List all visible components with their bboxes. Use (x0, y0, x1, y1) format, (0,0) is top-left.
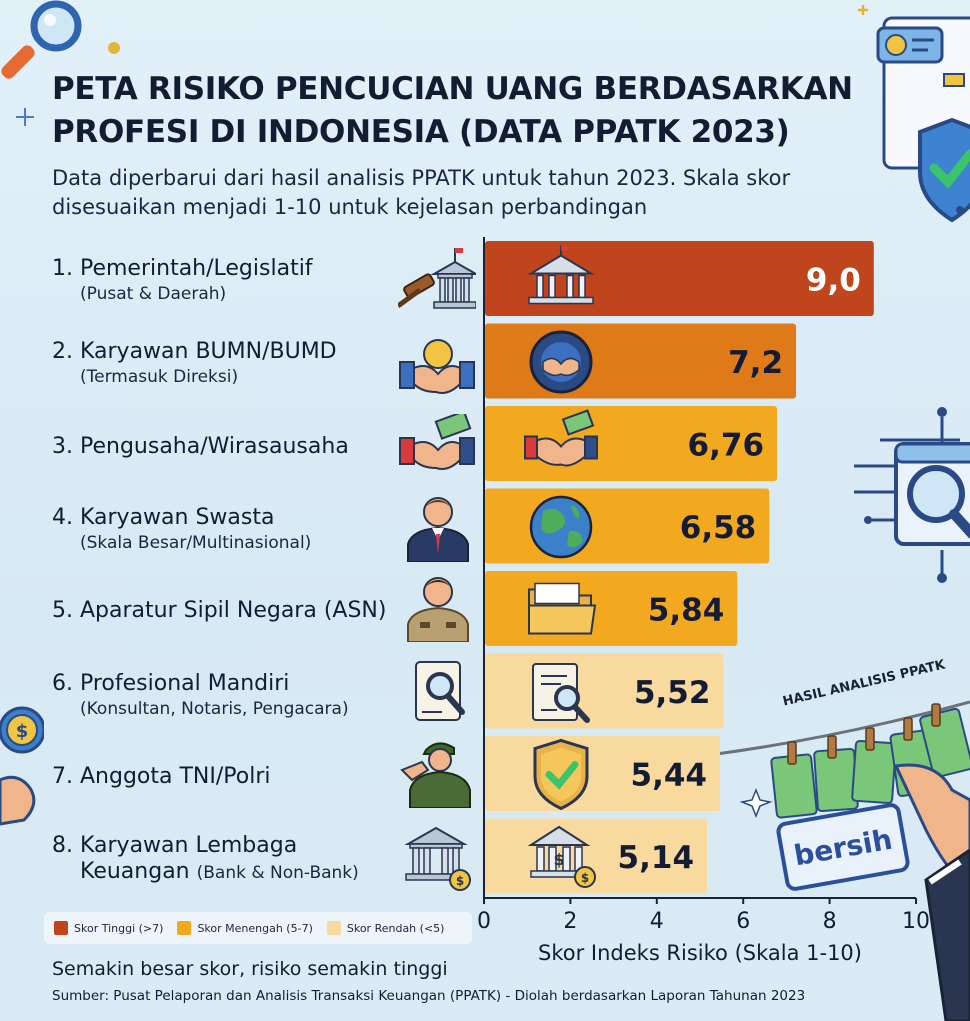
bar-value-label-5: 5,84 (648, 593, 725, 629)
title-line-1: PETA RISIKO PENCUCIAN UANG BERDASARKAN (52, 71, 853, 107)
bar-value-label-4: 6,58 (680, 510, 757, 546)
handshake-money-icon-in-bar-3 (524, 409, 598, 467)
circuit-magnifier-icon (854, 407, 970, 583)
category-label-8-line2: Keuangan (80, 859, 190, 884)
handshake-gear-icon (399, 339, 475, 394)
category-label-2: 2. Karyawan BUMN/BUMD (Termasuk Direksi) (52, 339, 337, 387)
x-tick-label-2: 2 (563, 909, 577, 934)
x-tick-label-4: 4 (650, 909, 664, 934)
category-label-5: 5. Aparatur Sipil Negara (ASN) (52, 598, 387, 623)
category-label-6: 6. Profesional Mandiri (Konsultan, Notar… (52, 671, 349, 719)
category-label-3: 3. Pengusaha/Wirasausaha (52, 434, 349, 459)
x-tick-label-0: 0 (477, 909, 491, 934)
legend-item-low: Skor Rendah (<5) (326, 921, 445, 935)
shield-document-icon (858, 5, 970, 223)
x-tick-label-8: 8 (823, 909, 837, 934)
category-label-8: 8. Karyawan Lembaga Keuangan (Bank & Non… (52, 833, 359, 884)
magnifier-icon (1, 0, 82, 79)
footnote: Semakin besar skor, risiko semakin tingg… (52, 958, 448, 980)
category-label-7: 7. Anggota TNI/Polri (52, 764, 271, 789)
chart-title: PETA RISIKO PENCUCIAN UANG BERDASARKAN P… (52, 68, 932, 154)
document-magnifier-icon-in-bar-6 (532, 663, 590, 723)
legend-label-low: Skor Rendah (<5) (346, 921, 445, 935)
bank-coin-icon: $ (404, 826, 471, 891)
civil-servant-icon (407, 577, 469, 642)
shield-check-icon-in-bar-7 (533, 738, 589, 811)
bar-value-label-7: 5,44 (631, 758, 708, 794)
soldier-salute-icon (400, 742, 471, 808)
gavel-government-building-icon (398, 248, 476, 309)
svg-text:$: $ (456, 874, 464, 888)
dot-icon (108, 42, 120, 54)
category-label-1: 1. Pemerintah/Legislatif (Pusat & Daerah… (52, 256, 313, 304)
folder-icon-in-bar-5 (528, 582, 597, 635)
source-note: Sumber: Pusat Pelaporan dan Analisis Tra… (52, 988, 806, 1004)
government-building-icon-in-bar-1 (527, 245, 595, 305)
bar-value-label-2: 7,2 (728, 345, 783, 381)
legend-label-medium: Skor Menengah (5-7) (197, 921, 313, 935)
coin-hand-icon: $ (0, 706, 44, 826)
bar-value-label-6: 5,52 (634, 675, 711, 711)
legend-swatch-low (326, 921, 341, 935)
bar-value-label-3: 6,76 (688, 428, 765, 464)
sparkle-icon (16, 108, 34, 126)
bar-value-label-1: 9,0 (806, 263, 861, 299)
money-laundering-clothesline-illustration (716, 700, 970, 1021)
globe-icon-in-bar-4 (529, 495, 593, 559)
legend-swatch-medium (177, 921, 192, 935)
legend-label-high: Skor Tinggi (>7) (74, 921, 164, 935)
svg-text:$: $ (581, 871, 589, 885)
chart-subtitle: Data diperbarui dari hasil analisis PPAT… (52, 164, 892, 222)
chart-legend: Skor Tinggi (>7) Skor Menengah (5-7) Sko… (44, 912, 472, 944)
bar-value-label-8: 5,14 (618, 840, 695, 876)
legend-item-high: Skor Tinggi (>7) (54, 921, 163, 935)
document-magnifier-icon (415, 661, 465, 721)
category-label-4: 4. Karyawan Swasta (Skala Besar/Multinas… (52, 505, 312, 553)
svg-text:$: $ (553, 850, 564, 869)
gear-handshake-icon-in-bar-2 (529, 330, 593, 394)
x-tick-label-6: 6 (736, 909, 750, 934)
businessman-icon (407, 497, 469, 562)
title-line-2: PROFESI DI INDONESIA (DATA PPATK 2023) (52, 114, 790, 150)
x-axis-label: Skor Indeks Risiko (Skala 1-10) (538, 941, 862, 965)
subtitle-line-2: disesuaikan menjadi 1-10 untuk kejelasan… (52, 195, 648, 219)
legend-item-medium: Skor Menengah (5-7) (177, 921, 313, 935)
subtitle-line-1: Data diperbarui dari hasil analisis PPAT… (52, 166, 791, 190)
x-tick-label-10: 10 (902, 909, 930, 934)
handshake-money-icon (399, 414, 475, 470)
svg-text:$: $ (16, 721, 29, 742)
legend-swatch-high (54, 921, 68, 935)
bank-coin-icon-in-bar-8: $$ (527, 825, 596, 888)
category-label-8-inline: (Bank & Non-Bank) (196, 863, 359, 883)
